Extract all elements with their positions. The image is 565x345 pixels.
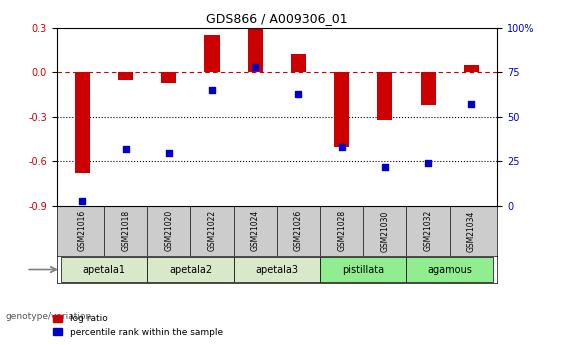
Text: agamous: agamous [427,265,472,275]
FancyBboxPatch shape [320,257,406,282]
Point [467,102,476,107]
Bar [334,72,349,147]
Point [337,145,346,150]
Title: GDS866 / A009306_01: GDS866 / A009306_01 [206,12,347,25]
FancyBboxPatch shape [234,257,320,282]
Text: GSM21026: GSM21026 [294,210,303,252]
Bar [161,72,176,83]
Point [294,91,303,96]
FancyBboxPatch shape [61,257,147,282]
Text: GSM21018: GSM21018 [121,210,130,251]
Point [121,146,130,152]
Point [207,87,216,93]
Bar [75,72,90,174]
Text: GSM21028: GSM21028 [337,210,346,251]
Text: pistillata: pistillata [342,265,384,275]
Text: GSM21030: GSM21030 [380,210,389,252]
Text: apetala2: apetala2 [169,265,212,275]
Text: genotype/variation: genotype/variation [6,312,92,321]
Text: GSM21034: GSM21034 [467,210,476,252]
Bar [205,35,220,72]
Bar [247,29,263,72]
Point [251,64,260,70]
Text: apetala3: apetala3 [255,265,298,275]
Text: GSM21032: GSM21032 [424,210,433,252]
Text: GSM21022: GSM21022 [207,210,216,251]
FancyBboxPatch shape [147,257,234,282]
Point [424,160,433,166]
Text: GSM21024: GSM21024 [251,210,260,252]
Bar [420,72,436,105]
Legend: log ratio, percentile rank within the sample: log ratio, percentile rank within the sa… [50,311,227,341]
Point [78,198,87,204]
Bar [118,72,133,80]
Point [164,150,173,155]
Text: GSM21016: GSM21016 [78,210,87,252]
FancyBboxPatch shape [406,257,493,282]
Bar [291,55,306,72]
Text: GSM21020: GSM21020 [164,210,173,252]
Bar [377,72,393,120]
Point [380,164,389,170]
Text: apetala1: apetala1 [82,265,125,275]
Bar [464,65,479,72]
